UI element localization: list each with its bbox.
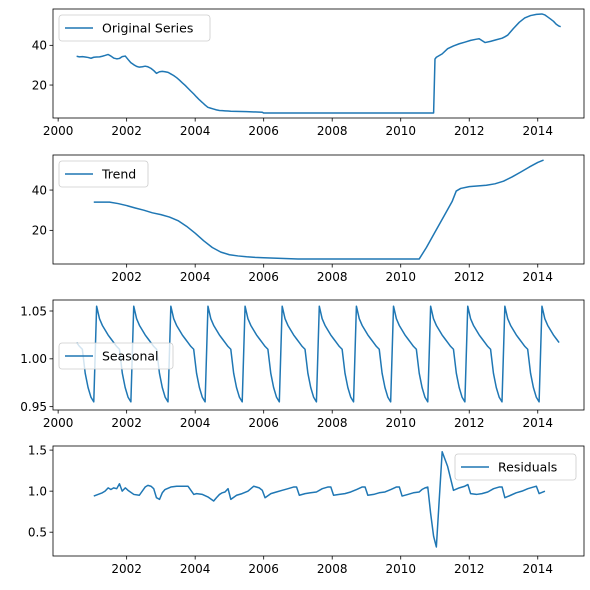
legend: Original Series <box>58 14 211 42</box>
y-tick-label: 0.95 <box>20 400 47 414</box>
legend-label: Residuals <box>498 460 557 475</box>
x-tick-label: 2012 <box>454 562 485 576</box>
axes-frame <box>52 445 585 557</box>
x-tick-label: 2014 <box>522 416 553 430</box>
y-tick-label: 20 <box>32 78 47 92</box>
x-tick-label: 2002 <box>111 270 142 284</box>
series-line-trend <box>93 159 544 260</box>
original-series-panel: 2000 2002 2004 2006 2008 2010 2012 2014 20 40 Orig… <box>32 8 585 138</box>
legend-frame <box>58 14 211 42</box>
legend-label: Seasonal <box>102 349 159 364</box>
x-tick-label: 2008 <box>317 562 348 576</box>
x-tick-label: 2006 <box>248 562 279 576</box>
x-tick-label: 2002 <box>111 562 142 576</box>
x-tick-label: 2014 <box>522 124 553 138</box>
x-tick-label: 2002 <box>111 124 142 138</box>
x-tick-label: 2008 <box>317 124 348 138</box>
legend-label: Original Series <box>102 21 193 36</box>
y-tick-label: 1.5 <box>28 443 47 457</box>
x-tick-label: 2004 <box>180 562 211 576</box>
series-line-residuals <box>93 451 546 548</box>
x-tick-label: 2012 <box>454 416 485 430</box>
x-tick-label: 2012 <box>454 124 485 138</box>
legend-frame <box>58 342 174 370</box>
x-tick-label: 2010 <box>385 562 416 576</box>
y-tick-label: 20 <box>32 224 47 238</box>
x-tick-label: 2012 <box>454 270 485 284</box>
x-tick-label: 2000 <box>43 416 74 430</box>
x-tick-label: 2006 <box>248 124 279 138</box>
legend: Seasonal <box>58 342 174 370</box>
legend: Residuals <box>454 453 577 481</box>
legend-frame <box>454 453 577 481</box>
y-tick-label: 1.05 <box>20 304 47 318</box>
y-tick-label: 1.0 <box>28 484 47 498</box>
y-tick-label: 1.00 <box>20 352 47 366</box>
x-tick-label: 2000 <box>43 124 74 138</box>
axes-frame <box>52 8 585 119</box>
x-tick-label: 2008 <box>317 270 348 284</box>
legend-label: Trend <box>101 167 136 182</box>
axes-frame <box>52 299 585 411</box>
series-line-original-series <box>76 13 561 114</box>
x-tick-label: 2010 <box>385 124 416 138</box>
x-tick-label: 2004 <box>180 270 211 284</box>
x-tick-label: 2010 <box>385 416 416 430</box>
x-tick-label: 2004 <box>180 416 211 430</box>
x-tick-label: 2002 <box>111 416 142 430</box>
axes-frame <box>52 154 585 265</box>
x-tick-label: 2006 <box>248 270 279 284</box>
x-tick-label: 2004 <box>180 124 211 138</box>
x-tick-label: 2008 <box>317 416 348 430</box>
legend: Trend <box>58 160 149 188</box>
legend-frame <box>58 160 149 188</box>
x-tick-label: 2014 <box>522 562 553 576</box>
y-tick-label: 40 <box>32 183 47 197</box>
trend-panel: 2002 2004 2006 2008 2010 2012 2014 20 40 Trend <box>32 154 585 284</box>
x-tick-label: 2006 <box>248 416 279 430</box>
residuals-panel: 2002 2004 2006 2008 2010 2012 2014 0.5 1.0 1.5 Res… <box>28 443 585 576</box>
x-tick-label: 2010 <box>385 270 416 284</box>
y-tick-label: 0.5 <box>28 525 47 539</box>
seasonal-panel: 2000 2002 2004 2006 2008 2010 2012 2014 0.95 1.00… <box>20 299 585 430</box>
y-tick-label: 40 <box>32 39 47 53</box>
x-tick-label: 2014 <box>522 270 553 284</box>
